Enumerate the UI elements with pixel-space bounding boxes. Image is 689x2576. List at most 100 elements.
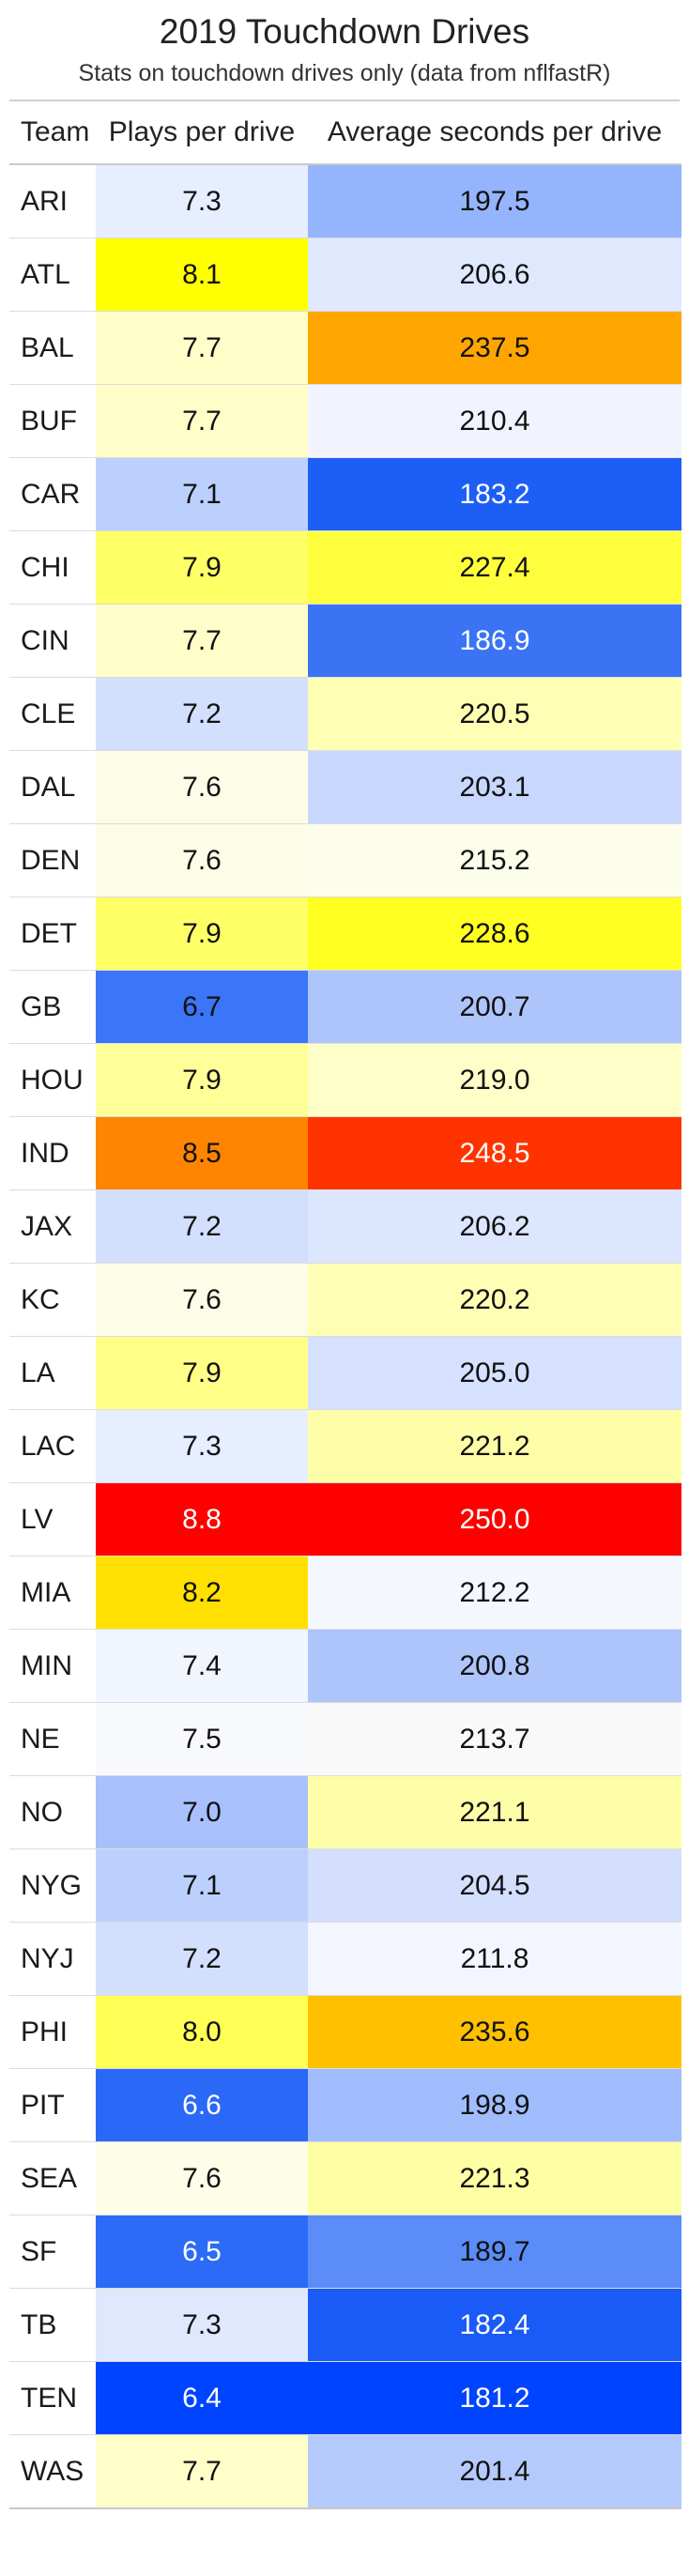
- avg-seconds-cell: 228.6: [308, 897, 681, 971]
- header-row: Team Plays per drive Average seconds per…: [9, 101, 681, 165]
- avg-seconds-cell: 219.0: [308, 1043, 681, 1117]
- table-row: SEA 7.6 221.3: [9, 2141, 681, 2216]
- plays-per-drive-cell: 7.4: [96, 1629, 308, 1703]
- team-cell: NE: [9, 1702, 96, 1776]
- avg-seconds-cell: 221.2: [308, 1409, 681, 1483]
- table-container: 2019 Touchdown Drives Stats on touchdown…: [9, 12, 681, 2509]
- plays-per-drive-cell: 7.6: [96, 1263, 308, 1337]
- plays-per-drive-cell: 7.7: [96, 2434, 308, 2509]
- table-row: CIN 7.7 186.9: [9, 604, 681, 678]
- plays-per-drive-cell: 6.6: [96, 2068, 308, 2142]
- table-row: KC 7.6 220.2: [9, 1263, 681, 1337]
- table-row: NO 7.0 221.1: [9, 1775, 681, 1849]
- table-row: PHI 8.0 235.6: [9, 1995, 681, 2069]
- plays-per-drive-cell: 7.9: [96, 530, 308, 605]
- title-divider: [9, 100, 680, 101]
- table-row: DAL 7.6 203.1: [9, 750, 681, 824]
- team-cell: BUF: [9, 384, 96, 458]
- team-cell: WAS: [9, 2434, 96, 2509]
- team-cell: CHI: [9, 530, 96, 605]
- avg-seconds-cell: 200.8: [308, 1629, 681, 1703]
- table-row: IND 8.5 248.5: [9, 1116, 681, 1190]
- plays-per-drive-cell: 7.7: [96, 384, 308, 458]
- plays-per-drive-cell: 8.0: [96, 1995, 308, 2069]
- table-row: CHI 7.9 227.4: [9, 530, 681, 605]
- avg-seconds-cell: 206.2: [308, 1189, 681, 1264]
- avg-seconds-cell: 237.5: [308, 311, 681, 385]
- avg-seconds-cell: 203.1: [308, 750, 681, 824]
- avg-seconds-cell: 182.4: [308, 2288, 681, 2362]
- avg-seconds-cell: 181.2: [308, 2361, 681, 2435]
- team-cell: NYG: [9, 1848, 96, 1923]
- avg-seconds-cell: 250.0: [308, 1482, 681, 1556]
- team-cell: JAX: [9, 1189, 96, 1264]
- table-row: WAS 7.7 201.4: [9, 2434, 681, 2509]
- plays-per-drive-cell: 7.1: [96, 1848, 308, 1923]
- team-cell: GB: [9, 970, 96, 1044]
- table-row: BAL 7.7 237.5: [9, 311, 681, 385]
- table-row: PIT 6.6 198.9: [9, 2068, 681, 2142]
- plays-per-drive-cell: 7.2: [96, 1922, 308, 1996]
- table-row: DEN 7.6 215.2: [9, 823, 681, 897]
- team-cell: LV: [9, 1482, 96, 1556]
- avg-seconds-cell: 205.0: [308, 1336, 681, 1410]
- plays-per-drive-cell: 7.0: [96, 1775, 308, 1849]
- table-title: 2019 Touchdown Drives: [159, 12, 530, 51]
- plays-per-drive-cell: 7.6: [96, 823, 308, 897]
- plays-per-drive-cell: 6.5: [96, 2215, 308, 2289]
- avg-seconds-cell: 220.5: [308, 677, 681, 751]
- plays-per-drive-cell: 8.1: [96, 238, 308, 312]
- table-row: GB 6.7 200.7: [9, 970, 681, 1044]
- avg-seconds-cell: 189.7: [308, 2215, 681, 2289]
- avg-seconds-cell: 248.5: [308, 1116, 681, 1190]
- avg-seconds-cell: 215.2: [308, 823, 681, 897]
- team-cell: IND: [9, 1116, 96, 1190]
- table-header: Team Plays per drive Average seconds per…: [9, 101, 681, 165]
- plays-per-drive-cell: 7.3: [96, 2288, 308, 2362]
- table-row: BUF 7.7 210.4: [9, 384, 681, 458]
- avg-seconds-cell: 200.7: [308, 970, 681, 1044]
- avg-seconds-cell: 210.4: [308, 384, 681, 458]
- table-row: TB 7.3 182.4: [9, 2288, 681, 2362]
- avg-seconds-cell: 206.6: [308, 238, 681, 312]
- team-cell: NYJ: [9, 1922, 96, 1996]
- plays-per-drive-cell: 7.6: [96, 2141, 308, 2216]
- team-cell: MIN: [9, 1629, 96, 1703]
- team-cell: NO: [9, 1775, 96, 1849]
- plays-per-drive-cell: 7.9: [96, 897, 308, 971]
- plays-per-drive-cell: 7.1: [96, 457, 308, 531]
- plays-per-drive-cell: 7.7: [96, 604, 308, 678]
- avg-seconds-cell: 221.1: [308, 1775, 681, 1849]
- team-cell: MIA: [9, 1556, 96, 1630]
- table-body: ARI 7.3 197.5 ATL 8.1 206.6 BAL 7.7 237.5 BUF 7.7 2…: [9, 164, 681, 2509]
- plays-per-drive-cell: 7.3: [96, 1409, 308, 1483]
- avg-seconds-cell: 213.7: [308, 1702, 681, 1776]
- table-row: HOU 7.9 219.0: [9, 1043, 681, 1117]
- team-cell: TEN: [9, 2361, 96, 2435]
- avg-seconds-cell: 198.9: [308, 2068, 681, 2142]
- plays-per-drive-cell: 8.2: [96, 1556, 308, 1630]
- stats-table: Team Plays per drive Average seconds per…: [9, 101, 681, 2509]
- team-cell: SEA: [9, 2141, 96, 2216]
- table-row: JAX 7.2 206.2: [9, 1189, 681, 1264]
- column-header-plays: Plays per drive: [96, 101, 308, 165]
- table-row: DET 7.9 228.6: [9, 897, 681, 971]
- team-cell: PHI: [9, 1995, 96, 2069]
- table-row: NE 7.5 213.7: [9, 1702, 681, 1776]
- avg-seconds-cell: 183.2: [308, 457, 681, 531]
- plays-per-drive-cell: 7.9: [96, 1336, 308, 1410]
- table-row: SF 6.5 189.7: [9, 2215, 681, 2289]
- table-row: MIN 7.4 200.8: [9, 1629, 681, 1703]
- table-row: NYJ 7.2 211.8: [9, 1922, 681, 1996]
- avg-seconds-cell: 212.2: [308, 1556, 681, 1630]
- team-cell: CAR: [9, 457, 96, 531]
- plays-per-drive-cell: 6.7: [96, 970, 308, 1044]
- table-row: NYG 7.1 204.5: [9, 1848, 681, 1923]
- avg-seconds-cell: 227.4: [308, 530, 681, 605]
- team-cell: DEN: [9, 823, 96, 897]
- table-row: TEN 6.4 181.2: [9, 2361, 681, 2435]
- avg-seconds-cell: 197.5: [308, 164, 681, 238]
- team-cell: TB: [9, 2288, 96, 2362]
- avg-seconds-cell: 235.6: [308, 1995, 681, 2069]
- table-row: ATL 8.1 206.6: [9, 238, 681, 312]
